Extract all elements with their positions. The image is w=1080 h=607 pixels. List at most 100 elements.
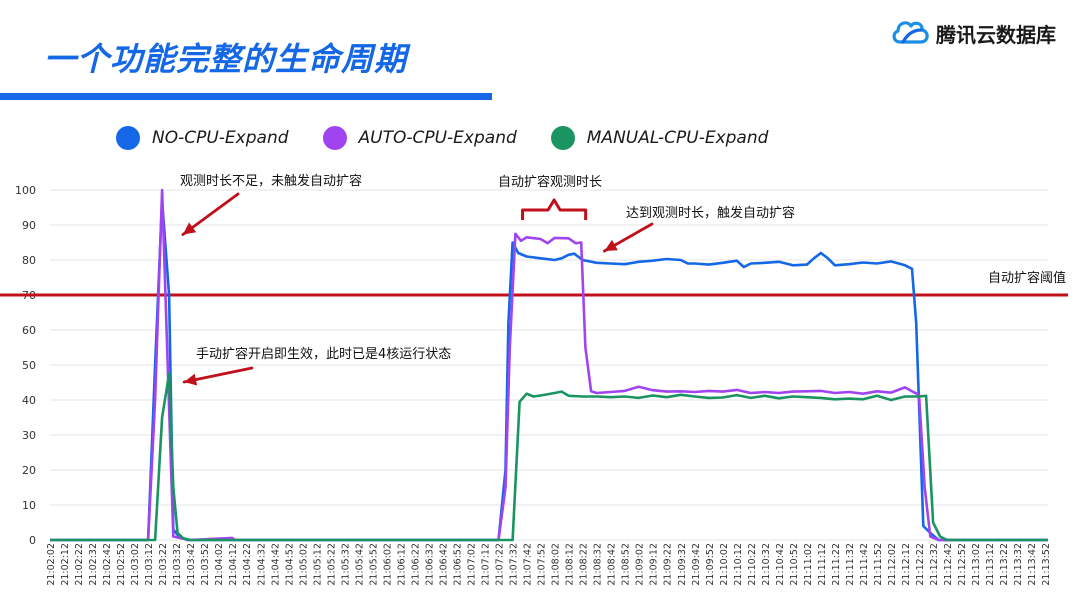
x-tick-label: 21:03:42: [186, 543, 197, 586]
x-tick-label: 21:05:52: [368, 543, 379, 586]
x-tick-label: 21:05:42: [354, 543, 365, 586]
annotation-text: 观测时长不足，未触发自动扩容: [180, 173, 362, 189]
x-tick-label: 21:09:02: [635, 543, 646, 586]
observation-bracket: [521, 198, 588, 220]
x-tick-label: 21:08:12: [565, 543, 576, 586]
x-tick-label: 21:10:42: [775, 543, 786, 586]
x-tick-label: 21:04:02: [214, 543, 225, 586]
x-tick-label: 21:12:42: [943, 543, 954, 586]
x-tick-label: 21:13:02: [971, 543, 982, 586]
x-tick-label: 21:02:12: [60, 543, 71, 586]
x-tick-label: 21:10:52: [789, 543, 800, 586]
y-tick-label: 30: [22, 429, 36, 442]
annotation-text: 自动扩容观测时长: [498, 174, 602, 190]
y-tick-label: 80: [22, 254, 36, 267]
annotation-arrow-head: [182, 222, 197, 235]
x-tick-label: 21:03:22: [158, 543, 169, 586]
x-tick-label: 21:10:02: [719, 543, 730, 586]
legend-label: NO-CPU-Expand: [152, 128, 289, 148]
legend-item-manual-cpu-expand: MANUAL-CPU-Expand: [550, 126, 769, 150]
y-tick-label: 50: [22, 359, 36, 372]
chart-legend: NO-CPU-Expand AUTO-CPU-Expand MANUAL-CPU…: [116, 126, 802, 150]
x-tick-label: 21:10:12: [733, 543, 744, 586]
legend-item-no-cpu-expand: NO-CPU-Expand: [116, 126, 289, 150]
legend-label: AUTO-CPU-Expand: [358, 128, 517, 148]
x-tick-label: 21:02:02: [46, 543, 57, 586]
x-tick-label: 21:08:52: [621, 543, 632, 586]
y-tick-label: 10: [22, 499, 36, 512]
x-tick-label: 21:05:22: [326, 543, 337, 586]
page-title: 一个功能完整的生命周期: [44, 40, 408, 78]
legend-item-auto-cpu-expand: AUTO-CPU-Expand: [322, 126, 517, 150]
x-tick-label: 21:12:32: [929, 543, 940, 586]
x-tick-label: 21:05:12: [312, 543, 323, 586]
y-tick-label: 0: [29, 534, 36, 547]
x-tick-label: 21:04:32: [256, 543, 267, 586]
y-tick-label: 100: [15, 184, 36, 197]
annotation-arrow-head: [184, 373, 198, 386]
x-tick-label: 21:05:02: [298, 543, 309, 586]
legend-swatch: [322, 126, 347, 150]
x-tick-label: 21:08:02: [551, 543, 562, 586]
x-tick-label: 21:10:22: [747, 543, 758, 586]
x-tick-label: 21:13:32: [1013, 543, 1024, 586]
x-tick-label: 21:09:22: [663, 543, 674, 586]
title-underline: [0, 93, 492, 100]
x-tick-label: 21:02:32: [88, 543, 99, 586]
x-tick-label: 21:09:52: [705, 543, 716, 586]
x-tick-label: 21:02:52: [116, 543, 127, 586]
x-tick-label: 21:12:22: [915, 543, 926, 586]
annotation-text: 达到观测时长，触发自动扩容: [626, 205, 795, 221]
cloud-icon: [890, 16, 930, 50]
x-tick-label: 21:13:52: [1041, 543, 1052, 586]
x-tick-label: 21:08:22: [579, 543, 590, 586]
series-line-2: [50, 372, 1048, 542]
brand-name: 腾讯云数据库: [936, 22, 1056, 47]
x-tick-label: 21:06:52: [452, 543, 463, 586]
x-tick-label: 21:02:22: [74, 543, 85, 586]
x-tick-label: 21:06:02: [382, 543, 393, 586]
x-tick-label: 21:07:42: [523, 543, 534, 586]
x-tick-label: 21:13:22: [999, 543, 1010, 586]
x-tick-label: 21:06:42: [438, 543, 449, 586]
x-tick-label: 21:12:02: [887, 543, 898, 586]
x-tick-label: 21:11:32: [845, 543, 856, 586]
x-tick-label: 21:06:22: [410, 543, 421, 586]
x-tick-label: 21:09:32: [677, 543, 688, 586]
x-tick-label: 21:02:42: [102, 543, 113, 586]
x-tick-label: 21:11:02: [803, 543, 814, 586]
threshold-label: 自动扩容阈值: [988, 270, 1066, 286]
x-tick-label: 21:11:52: [873, 543, 884, 586]
x-tick-label: 21:05:32: [340, 543, 351, 586]
x-tick-label: 21:09:42: [691, 543, 702, 586]
x-tick-label: 21:07:12: [481, 543, 492, 586]
x-tick-label: 21:12:12: [901, 543, 912, 586]
annotation-arrow-head: [604, 239, 618, 251]
x-tick-label: 21:07:22: [495, 543, 506, 586]
x-tick-label: 21:03:12: [144, 543, 155, 586]
x-tick-label: 21:12:52: [957, 543, 968, 586]
x-tick-label: 21:08:42: [607, 543, 618, 586]
y-tick-label: 20: [22, 464, 36, 477]
x-tick-label: 21:06:32: [424, 543, 435, 586]
x-tick-label: 21:07:32: [509, 543, 520, 586]
x-tick-label: 21:03:32: [172, 543, 183, 586]
series-line-0: [50, 199, 1048, 542]
x-tick-label: 21:03:52: [200, 543, 211, 586]
annotation-text: 手动扩容开启即生效，此时已是4核运行状态: [196, 346, 451, 362]
x-tick-label: 21:07:02: [467, 543, 478, 586]
x-tick-label: 21:11:42: [859, 543, 870, 586]
legend-label: MANUAL-CPU-Expand: [586, 128, 769, 148]
y-tick-label: 90: [22, 219, 36, 232]
x-tick-label: 21:11:12: [817, 543, 828, 586]
legend-swatch: [550, 126, 575, 150]
x-tick-label: 21:08:32: [593, 543, 604, 586]
x-tick-label: 21:13:42: [1027, 543, 1038, 586]
y-tick-label: 60: [22, 324, 36, 337]
x-tick-label: 21:04:52: [284, 543, 295, 586]
x-tick-label: 21:04:22: [242, 543, 253, 586]
brand-logo: 腾讯云数据库: [890, 16, 1056, 50]
x-tick-label: 21:10:32: [761, 543, 772, 586]
x-tick-label: 21:06:12: [396, 543, 407, 586]
